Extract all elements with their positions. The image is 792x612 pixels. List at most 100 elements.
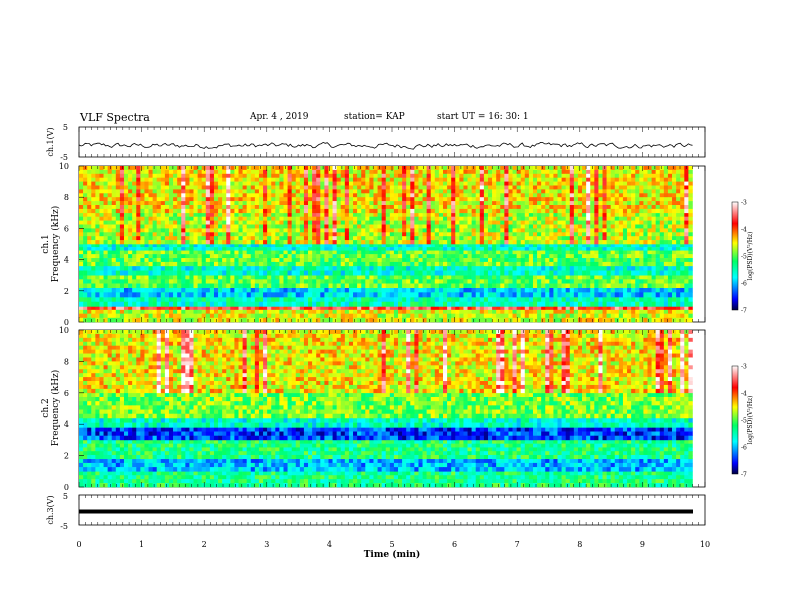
spec1-cell	[234, 287, 239, 293]
spec1-cell	[275, 275, 280, 280]
spec1-cell	[222, 313, 227, 319]
spec1-cell	[492, 309, 497, 314]
spec1-cell	[83, 301, 88, 307]
spec1-cell	[549, 317, 554, 323]
spec1-cell	[492, 220, 497, 225]
spec1-cell	[234, 181, 239, 186]
spec1-cell	[443, 301, 448, 307]
spec1-cell	[303, 254, 309, 259]
spec1-cell	[283, 309, 288, 314]
spec1-cell	[250, 220, 256, 225]
spec1-cell	[520, 309, 526, 314]
spec1-cell	[242, 283, 247, 288]
spec1-cell	[659, 270, 665, 276]
spec1-cell	[459, 228, 464, 233]
spec1-cell	[659, 220, 665, 225]
spec1-cell	[463, 287, 468, 293]
spec1-cell	[590, 301, 595, 307]
spec1-cell	[659, 173, 665, 178]
spec1-cell	[295, 232, 301, 237]
spec1-cell	[385, 247, 391, 251]
spec1-cell	[455, 275, 460, 280]
spec1-cell	[254, 173, 260, 178]
spec1-cell	[492, 270, 497, 276]
spec1-cell	[676, 301, 681, 307]
spec1-cell	[434, 224, 440, 229]
spec1-cell	[532, 250, 538, 255]
spec1-cell	[308, 216, 313, 221]
spec1-cell	[83, 261, 88, 267]
spec1-cell	[565, 169, 571, 175]
spec1-cell	[119, 317, 125, 323]
spec1-cell	[688, 283, 693, 288]
spec1-cell	[516, 169, 522, 175]
spec1-cell	[438, 169, 444, 175]
spec1-cell	[434, 236, 440, 241]
spec1-cell	[496, 212, 501, 217]
spec1-cell	[336, 258, 342, 263]
spec1-cell	[463, 181, 468, 186]
spec1-cell	[344, 181, 350, 186]
spec1-cell	[532, 279, 538, 284]
spec1-cell	[209, 247, 215, 251]
spec1-cell	[602, 177, 607, 182]
spec1-cell	[312, 301, 317, 307]
spec1-cell	[430, 220, 436, 225]
spec1-cell	[168, 236, 174, 241]
spec1-cell	[348, 173, 354, 178]
spec1-cell	[107, 265, 113, 271]
spec1-cell	[438, 287, 444, 293]
spec1-cell	[455, 169, 460, 175]
spec1-cell	[193, 216, 198, 221]
spec1-cell	[500, 292, 505, 298]
spec1-cell	[111, 212, 117, 217]
spec1-cell	[168, 270, 174, 276]
spec1-cell	[115, 297, 121, 303]
spec1-cell	[197, 250, 202, 255]
spec1-cell	[115, 287, 121, 293]
spec1-cell	[643, 177, 648, 182]
spec1-cell	[655, 306, 661, 310]
spec1-cell	[95, 254, 100, 259]
spec1-cell	[218, 181, 223, 186]
spec1-cell	[324, 228, 329, 233]
spec1-cell	[663, 177, 669, 182]
spec1-cell	[659, 166, 665, 171]
spec1-cell	[667, 297, 673, 303]
spec1-cell	[606, 297, 611, 303]
spec1-cell	[438, 301, 444, 307]
spec1-cell	[504, 232, 509, 237]
spec1-cell	[381, 283, 387, 288]
spec1-cell	[111, 224, 117, 229]
spec1-cell	[99, 261, 104, 267]
spec1-cell	[201, 224, 207, 229]
spec1-cell	[275, 258, 280, 263]
spec1-cell	[332, 181, 337, 186]
spec1-cell	[602, 244, 607, 248]
spec1-cell	[344, 232, 350, 237]
spec1-cell	[422, 279, 427, 284]
spec1-cell	[434, 261, 440, 267]
spec1-cell	[659, 309, 665, 314]
spec1-cell	[91, 244, 96, 248]
spec1-cell	[602, 265, 607, 271]
spec1-cell	[308, 173, 313, 178]
spec1-cell	[532, 212, 538, 217]
spec1-cell	[320, 301, 325, 307]
spec1-cell	[639, 297, 644, 303]
spec1-cell	[361, 309, 366, 314]
spec1-cell	[173, 247, 178, 251]
spec1-cell	[594, 292, 599, 298]
spec1-cell	[651, 283, 656, 288]
spec1-cell	[553, 228, 558, 233]
spec1-cell	[234, 258, 239, 263]
spec1-cell	[365, 297, 370, 303]
spec1-cell	[492, 313, 497, 319]
spec1-cell	[606, 169, 611, 175]
spec1-cell	[402, 292, 407, 298]
spec1-cell	[414, 292, 419, 298]
spec1-cell	[168, 166, 174, 171]
spec1-cell	[598, 317, 603, 323]
spec1-cell	[185, 306, 190, 310]
spec1-cell	[549, 309, 554, 314]
